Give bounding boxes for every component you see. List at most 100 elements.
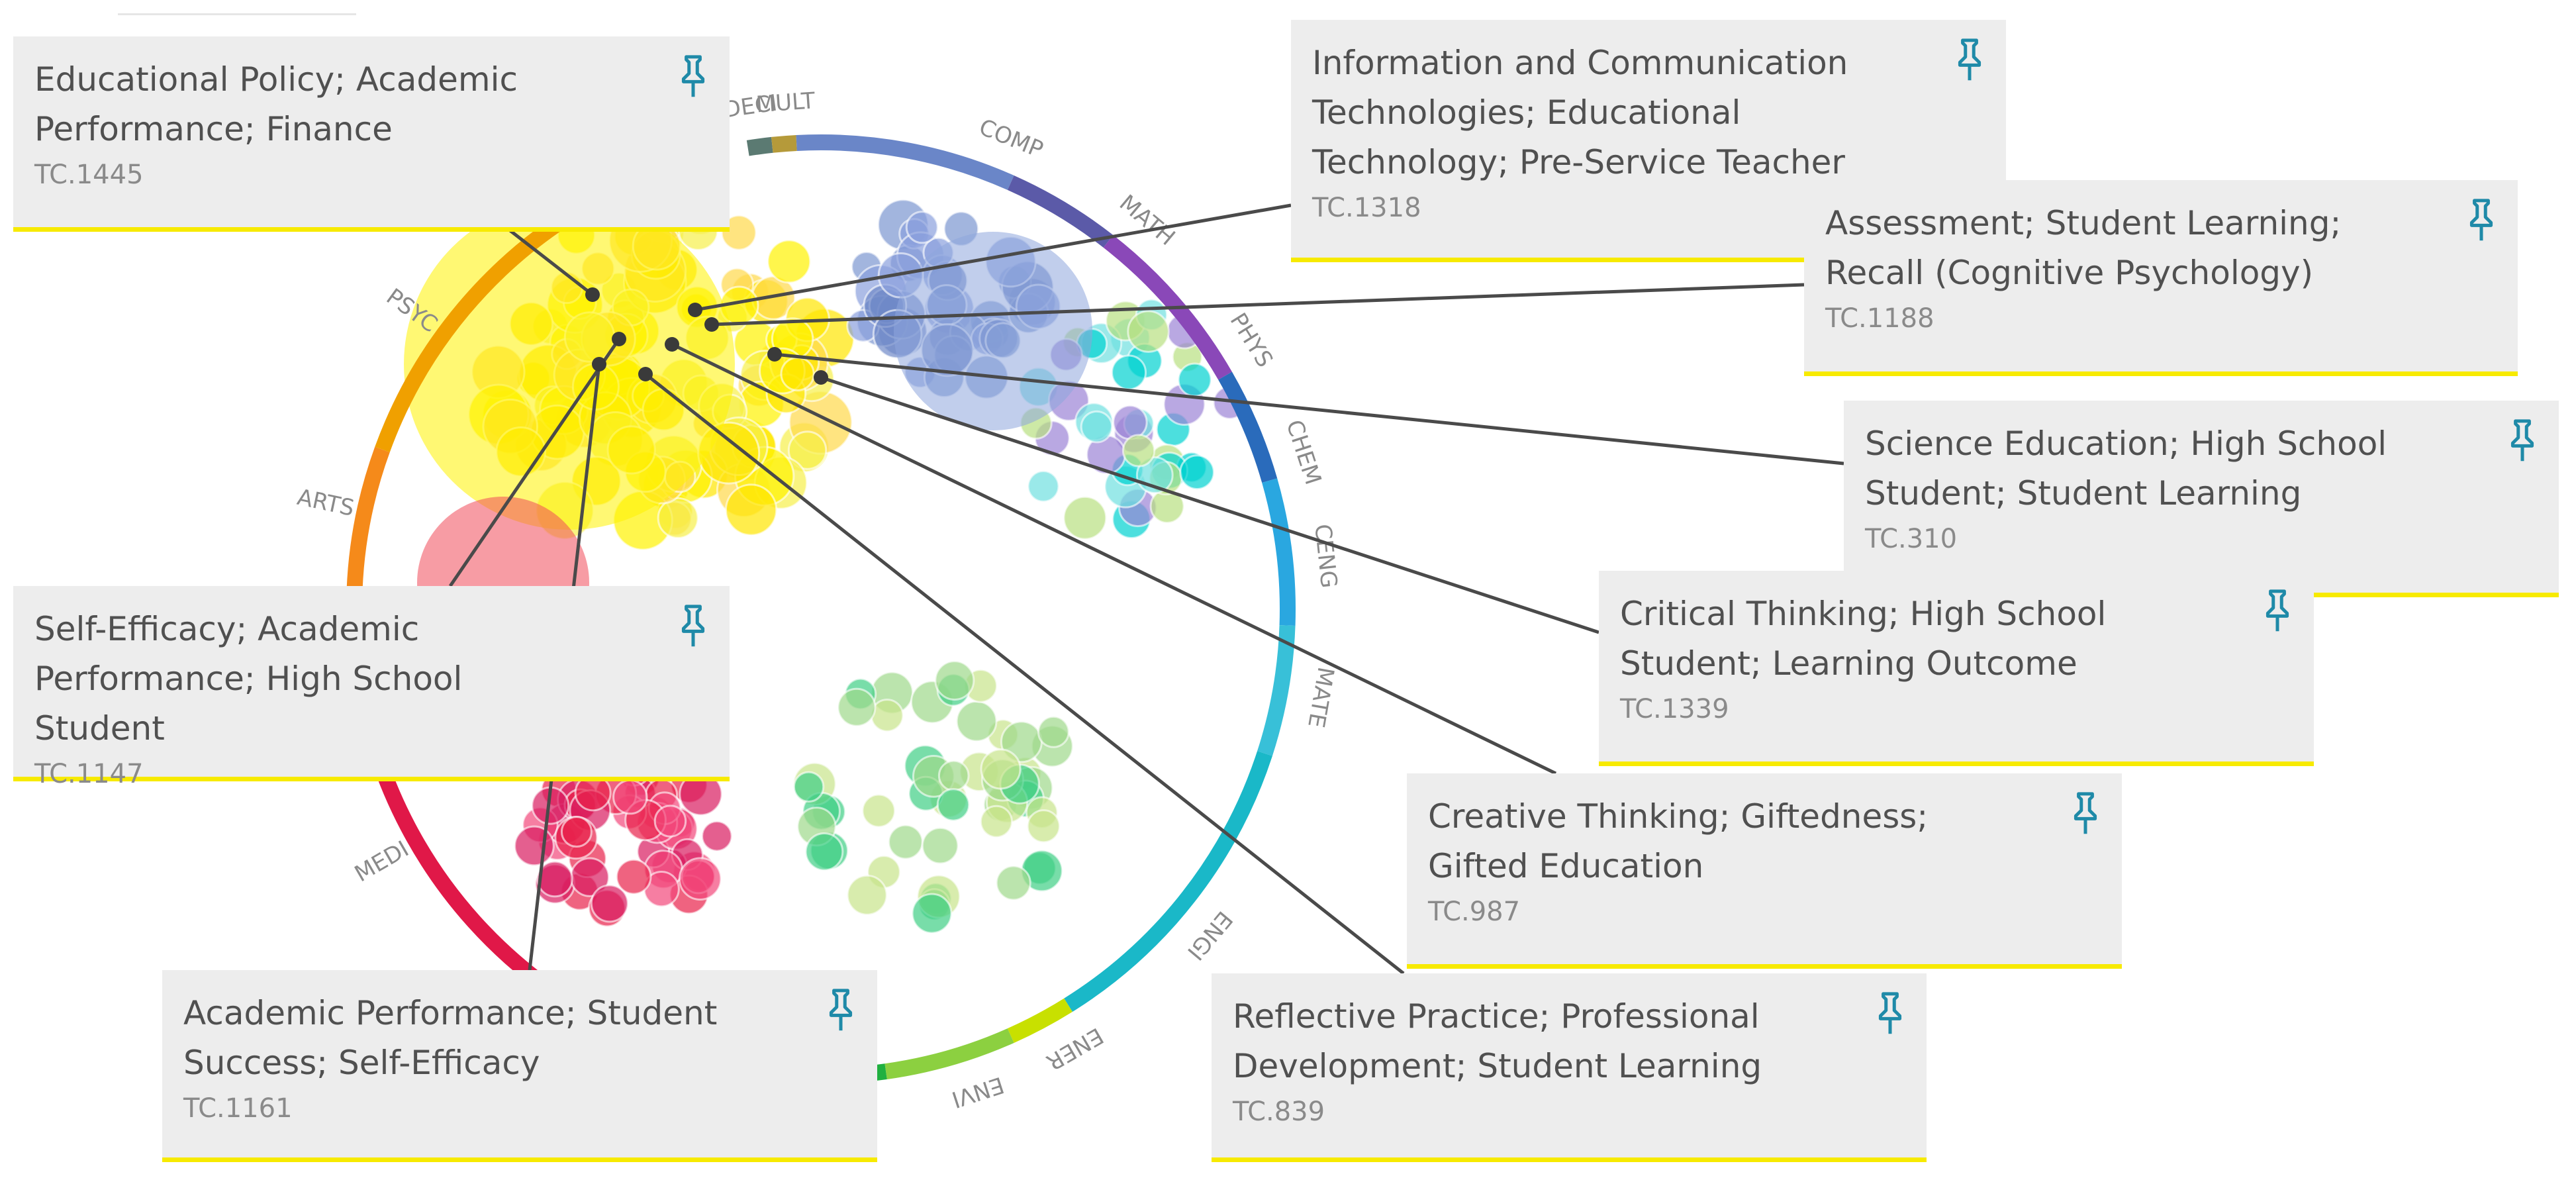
connector-line-critical-thinking <box>820 375 1599 634</box>
topic-card-science-education[interactable]: Science Education; High School Student; … <box>1844 401 2559 597</box>
topic-card-self-efficacy[interactable]: Self-Efficacy; Academic Performance; Hig… <box>13 586 730 789</box>
topic-title: Academic Performance; Student Success; S… <box>183 994 718 1082</box>
ring-segment-deci <box>771 134 797 153</box>
topic-bubble <box>1080 410 1114 444</box>
ring-segment-math <box>1007 175 1114 248</box>
ring-segment-comp <box>796 134 1014 190</box>
topic-code: TC.1318 <box>1312 193 1421 223</box>
pin-icon[interactable] <box>2069 791 2102 836</box>
anchor-dot <box>665 337 679 352</box>
topic-bubble <box>678 857 722 901</box>
anchor-dot <box>612 332 626 346</box>
topic-bubble <box>804 832 844 871</box>
topic-bubble <box>1177 362 1212 397</box>
ring-segment-engi <box>1064 751 1272 1012</box>
topic-bubble <box>846 874 888 916</box>
topic-card-critical-thinking[interactable]: Critical Thinking; High School Student; … <box>1599 571 2314 766</box>
topic-bubble <box>767 239 812 284</box>
topic-card-educational-policy[interactable]: Educational Policy; Academic Performance… <box>13 36 730 232</box>
pin-icon[interactable] <box>2465 197 2498 242</box>
topic-card-academic-performance[interactable]: Academic Performance; Student Success; S… <box>162 970 877 1162</box>
connector-line-reflective-practice <box>644 373 1405 975</box>
ring-segment-phys <box>1103 234 1232 380</box>
discipline-label-chem: CHEM <box>1280 417 1326 488</box>
topic-bubble <box>911 893 953 934</box>
anchor-dot <box>592 357 606 371</box>
pin-icon[interactable] <box>2261 588 2294 633</box>
pin-icon[interactable] <box>1874 991 1907 1036</box>
topic-code: TC.1147 <box>34 759 144 789</box>
pin-icon[interactable] <box>1953 37 1986 82</box>
discipline-label-mult: MULT <box>755 87 816 118</box>
topic-bubble <box>1037 715 1070 748</box>
ring-segment-mate <box>1257 625 1296 756</box>
topic-code: TC.987 <box>1428 897 1521 927</box>
topic-bubble-large <box>894 232 1092 430</box>
top-divider <box>118 13 356 15</box>
topic-card-reflective-practice[interactable]: Reflective Practice; Professional Develo… <box>1212 973 1927 1162</box>
topic-card-assessment[interactable]: Assessment; Student Learning; Recall (Co… <box>1804 180 2518 376</box>
connector-line-educational-policy <box>502 224 594 296</box>
topic-code: TC.1161 <box>183 1093 293 1124</box>
discipline-label-comp: COMP <box>975 114 1047 164</box>
topic-bubble <box>1121 434 1156 467</box>
topic-bubble <box>1063 495 1108 540</box>
topic-bubble <box>653 805 687 838</box>
anchor-dot <box>767 347 782 362</box>
topic-bubble <box>780 356 815 391</box>
discipline-label-ceng: CENG <box>1309 523 1342 590</box>
topic-card-information-communication[interactable]: Information and Communication Technologi… <box>1291 20 2006 262</box>
topic-bubble <box>724 483 778 536</box>
anchor-dot <box>638 367 653 381</box>
topic-bubble <box>995 865 1031 901</box>
topic-bubble <box>1111 354 1147 391</box>
topic-title: Reflective Practice; Professional Develo… <box>1233 997 1762 1085</box>
discipline-label-mate: MATE <box>1302 665 1339 730</box>
pin-icon[interactable] <box>677 54 710 99</box>
pin-icon[interactable] <box>677 603 710 648</box>
discipline-label-envi: ENVI <box>949 1071 1008 1113</box>
topic-code: TC.310 <box>1865 524 1958 554</box>
topic-bubble <box>837 687 877 727</box>
topic-bubble <box>536 860 573 898</box>
connector-line-information-communication <box>694 203 1292 312</box>
topic-bubble <box>888 824 924 860</box>
topic-title: Self-Efficacy; Academic Performance; Hig… <box>34 610 463 748</box>
topic-bubble <box>792 771 825 803</box>
topic-bubble <box>979 805 1013 838</box>
topic-bubble <box>720 215 757 251</box>
topic-bubble <box>861 793 896 828</box>
topic-card-creative-thinking[interactable]: Creative Thinking; Giftedness; Gifted Ed… <box>1407 773 2122 969</box>
topic-code: TC.839 <box>1233 1097 1325 1127</box>
topic-bubble <box>937 760 970 792</box>
ring-segment-chem <box>1218 371 1278 483</box>
topic-bubble <box>560 816 593 848</box>
topic-bubble <box>1027 470 1060 503</box>
discipline-label-arts: ARTS <box>295 484 356 522</box>
topic-code: TC.1445 <box>34 160 144 190</box>
discipline-label-deci: DECI <box>722 89 779 123</box>
connector-line-assessment <box>711 283 1805 326</box>
discipline-label-phys: PHYS <box>1225 309 1278 372</box>
topic-bubble <box>955 700 998 742</box>
topic-bubble <box>936 788 971 822</box>
topic-bubble <box>870 699 904 732</box>
topic-bubble <box>514 825 555 867</box>
topic-bubble <box>590 884 629 923</box>
discipline-label-ener: ENER <box>1041 1022 1108 1075</box>
connector-line-creative-thinking <box>671 342 1557 775</box>
topic-bubble <box>980 748 1022 790</box>
connector-line-self-efficacy <box>448 338 621 587</box>
pin-icon[interactable] <box>2506 418 2539 463</box>
topic-title: Educational Policy; Academic Performance… <box>34 60 518 148</box>
topic-code: TC.1188 <box>1825 303 1934 334</box>
topic-bubble <box>657 497 699 539</box>
discipline-label-math: MATH <box>1114 190 1180 252</box>
topic-title: Creative Thinking; Giftedness; Gifted Ed… <box>1428 797 1929 885</box>
pin-icon[interactable] <box>824 987 857 1032</box>
topic-title: Critical Thinking; High School Student; … <box>1620 595 2107 683</box>
anchor-dot <box>585 287 600 302</box>
topic-bubble <box>905 211 939 244</box>
anchor-dot <box>688 303 702 317</box>
